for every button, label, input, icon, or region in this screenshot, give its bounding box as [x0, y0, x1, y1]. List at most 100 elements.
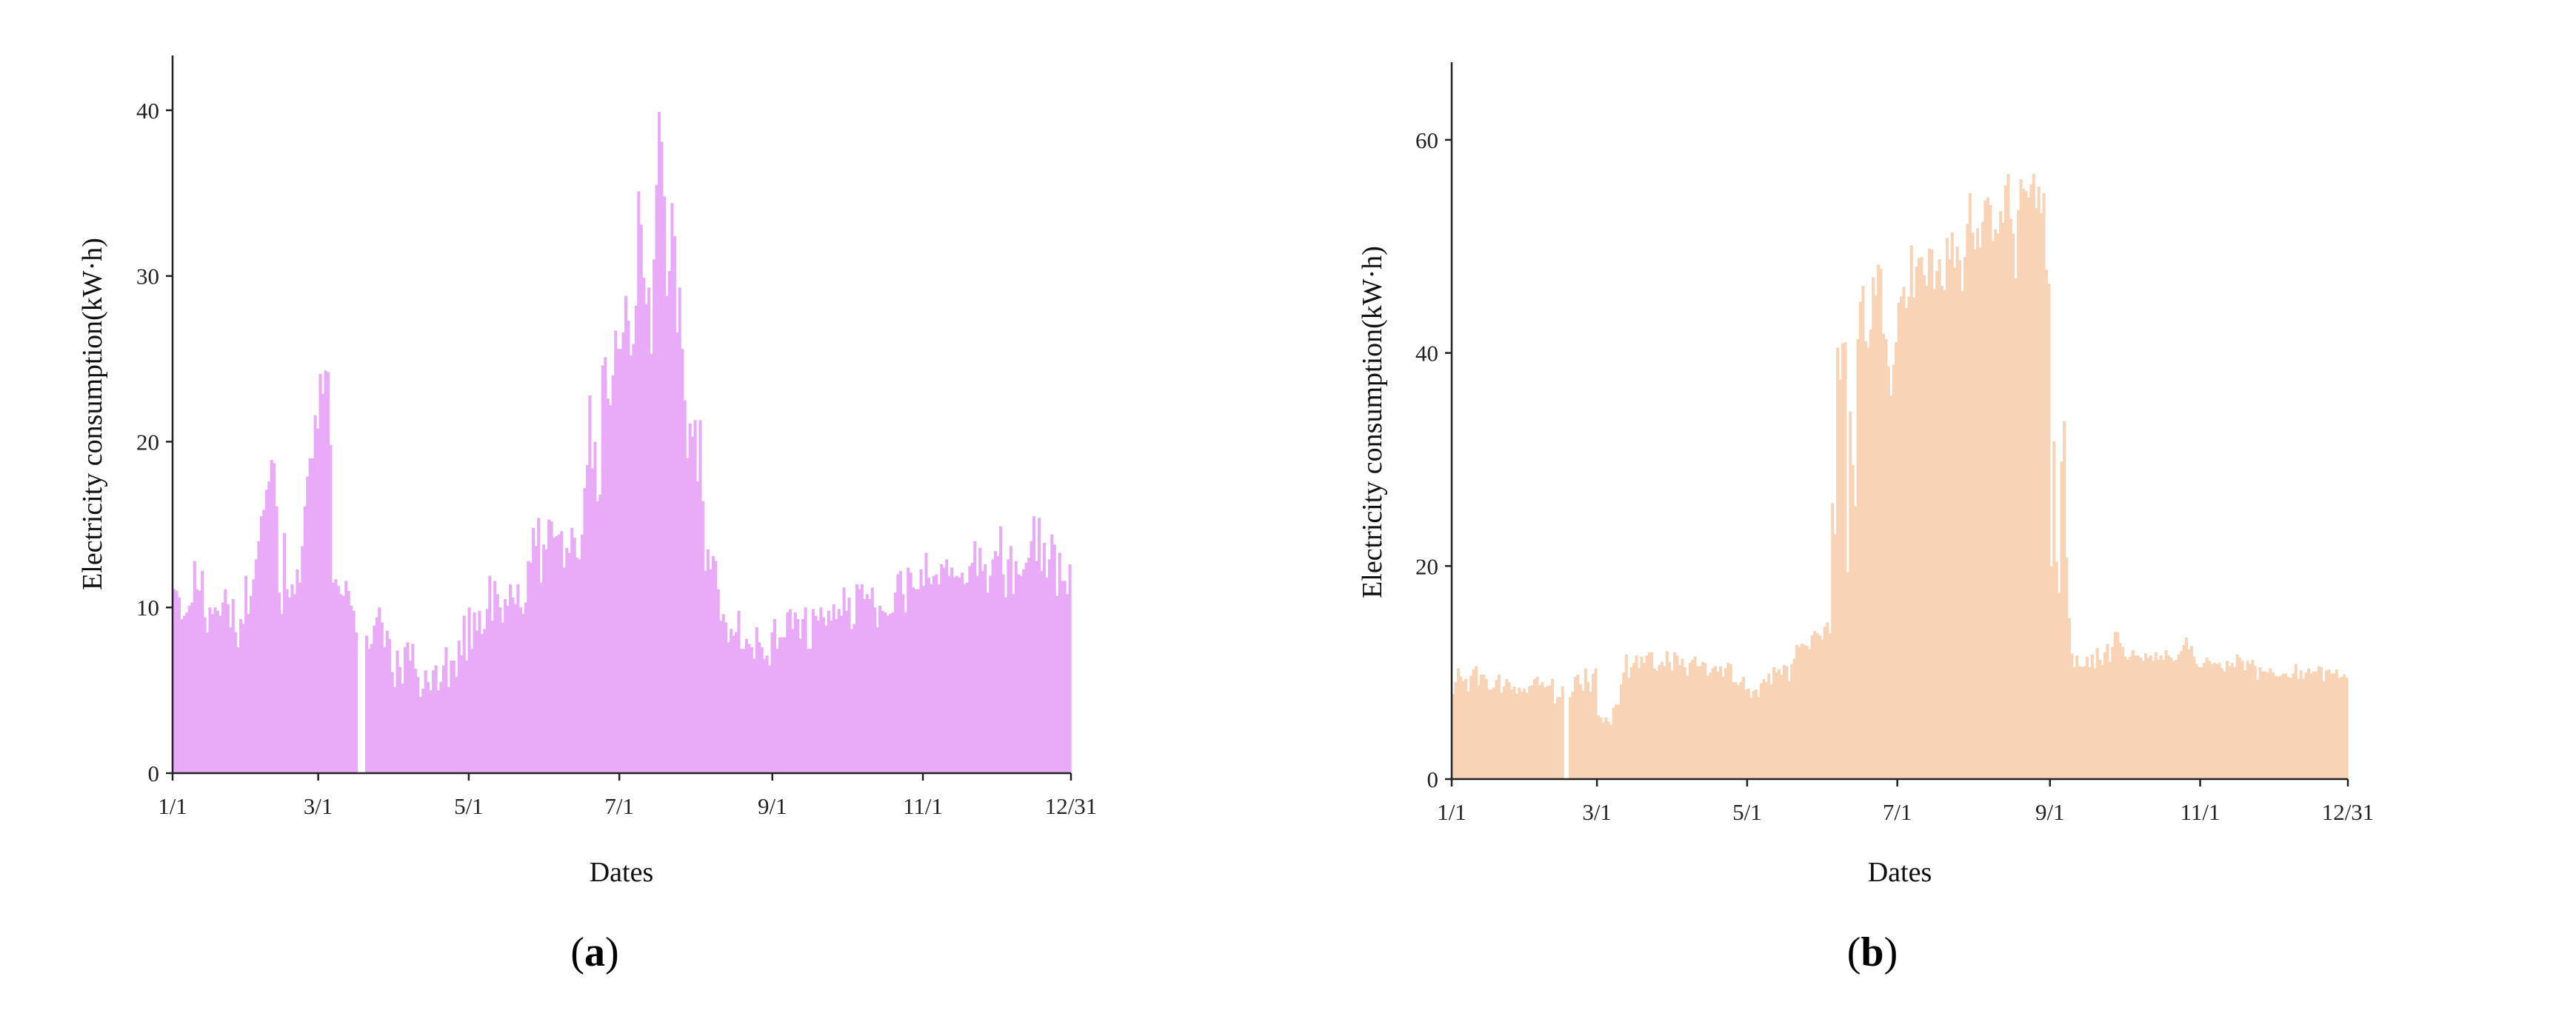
bar	[588, 395, 592, 773]
bar	[193, 561, 196, 773]
bar	[639, 224, 643, 773]
bar	[2065, 557, 2069, 779]
bar	[1617, 704, 1621, 779]
bar	[2121, 647, 2125, 779]
bar	[1823, 627, 1826, 779]
bar	[1925, 285, 1929, 779]
bar	[763, 658, 767, 773]
bar	[619, 349, 623, 773]
bar	[2024, 190, 2028, 779]
bar	[1528, 686, 1532, 779]
bar-series-a	[173, 112, 1072, 774]
bar	[270, 460, 273, 773]
bar	[727, 642, 730, 773]
bar	[875, 627, 879, 773]
bar	[1935, 270, 1939, 779]
bar	[1948, 258, 1952, 780]
bar	[509, 584, 513, 773]
bar	[1986, 197, 1989, 779]
bar	[370, 644, 373, 773]
bar	[182, 615, 186, 773]
bar	[1642, 663, 1646, 779]
bar	[693, 420, 697, 773]
bar	[2220, 668, 2224, 779]
bar	[196, 589, 199, 773]
bar	[352, 610, 356, 773]
bar	[447, 687, 450, 773]
bar	[2157, 659, 2160, 779]
bar	[367, 649, 371, 773]
bar	[1586, 682, 1590, 779]
bar	[968, 566, 972, 773]
bar	[406, 642, 410, 773]
bar	[2172, 661, 2175, 779]
bar	[262, 510, 266, 773]
bar	[436, 690, 441, 773]
bar	[1558, 697, 1562, 779]
bar	[814, 615, 818, 773]
bar	[403, 647, 407, 773]
bar	[2012, 233, 2015, 779]
bar	[1927, 248, 1931, 780]
bar	[1571, 692, 1575, 779]
bar	[2215, 664, 2219, 779]
bar	[2286, 676, 2290, 779]
bar	[2136, 655, 2140, 779]
bar	[173, 589, 176, 773]
bar	[324, 370, 327, 774]
bar	[1518, 687, 1521, 779]
bar	[937, 584, 941, 773]
bar	[1833, 534, 1837, 779]
bar	[2152, 661, 2155, 779]
bar	[373, 625, 376, 773]
bar	[2047, 284, 2051, 779]
bar	[816, 621, 820, 773]
bar	[462, 615, 466, 773]
bar	[1691, 659, 1695, 779]
bar	[1629, 667, 1633, 779]
bar	[1040, 570, 1044, 773]
bar	[1686, 675, 1689, 779]
bar	[994, 551, 998, 773]
bar	[847, 597, 851, 773]
bar	[989, 575, 992, 773]
bar	[653, 259, 656, 773]
bar	[1569, 697, 1572, 779]
bar	[475, 630, 479, 773]
bar	[1709, 672, 1712, 779]
bar	[732, 635, 735, 773]
bar	[1022, 569, 1026, 773]
bar	[547, 519, 551, 773]
bar	[380, 622, 384, 773]
bar	[970, 562, 974, 773]
bar	[350, 605, 353, 773]
bar	[1698, 666, 1702, 779]
bar	[2154, 652, 2158, 779]
bar	[585, 464, 590, 773]
bar	[1938, 258, 1941, 780]
bar	[1482, 675, 1486, 779]
bar	[629, 355, 633, 774]
bar	[1655, 670, 1659, 779]
bar	[190, 602, 194, 773]
bar	[858, 589, 861, 773]
bar	[1955, 246, 1959, 780]
bar	[2294, 664, 2298, 779]
bar	[647, 287, 651, 774]
bar	[1635, 655, 1638, 779]
bar	[683, 400, 687, 773]
bar	[434, 665, 438, 773]
bar	[1533, 678, 1537, 779]
bar	[1500, 692, 1504, 779]
bar	[1452, 693, 1455, 779]
bar	[2185, 637, 2189, 779]
bar	[290, 584, 294, 773]
bar	[1805, 646, 1809, 779]
bar	[506, 605, 510, 773]
bar	[860, 584, 864, 773]
bar	[1978, 247, 1982, 779]
bar	[1492, 687, 1496, 779]
bar	[2131, 649, 2135, 779]
bar	[655, 184, 658, 774]
bar	[208, 607, 212, 773]
